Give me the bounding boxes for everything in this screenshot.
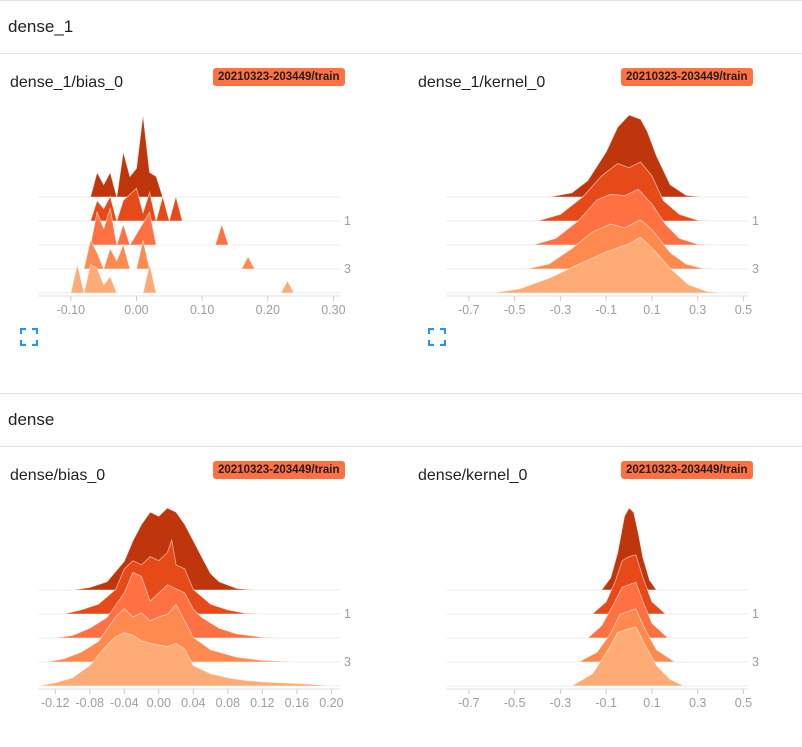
- histogram-area-step-1: [63, 538, 263, 615]
- histogram-area-step-4: [570, 626, 685, 687]
- x-tick-label: -0.3: [550, 696, 572, 709]
- x-tick-label: 0.00: [147, 696, 171, 709]
- step-tick-label: 1: [752, 607, 759, 621]
- x-tick-label: 0.16: [285, 696, 309, 709]
- section-title: dense: [8, 410, 55, 429]
- x-tick-label: -0.5: [504, 303, 526, 317]
- x-tick-label: -0.04: [110, 696, 139, 709]
- x-tick-label: 0.10: [190, 303, 214, 317]
- histogram-area-step-0: [72, 507, 254, 591]
- histogram-area-step-0: [600, 507, 658, 591]
- x-tick-label: 0.20: [319, 696, 343, 709]
- x-tick-label: -0.5: [504, 696, 526, 709]
- x-tick-label: -0.12: [41, 696, 70, 709]
- histogram-area-step-1: [89, 187, 183, 223]
- card-title: dense/kernel_0: [418, 467, 528, 484]
- x-tick-label: -0.1: [595, 303, 617, 317]
- x-tick-label: 0.3: [689, 303, 706, 317]
- step-tick-label: 3: [344, 655, 351, 669]
- x-tick-label: 0.12: [250, 696, 274, 709]
- section-header-dense-1[interactable]: dense_1: [0, 0, 802, 54]
- x-tick-label: 0.08: [216, 696, 240, 709]
- run-badge: 20210323-203449/train: [621, 461, 753, 479]
- histogram-card: dense_1/bias_0 20210323-203449/train 1 3 -…: [0, 54, 380, 354]
- x-tick-label: 0.3: [689, 696, 706, 709]
- run-badge: 20210323-203449/train: [213, 68, 345, 86]
- x-tick-label: 0.20: [256, 303, 280, 317]
- x-tick-label: 0.1: [643, 696, 660, 709]
- x-tick-label: 0.1: [643, 303, 660, 317]
- histogram-area-step-0: [548, 114, 703, 198]
- histogram-card: dense/kernel_0 20210323-203449/train 1 3 -…: [408, 447, 788, 747]
- histogram-area-step-4: [491, 236, 726, 294]
- histogram-card: dense_1/kernel_0 20210323-203449/train 1…: [408, 54, 788, 354]
- x-tick-label: 0.04: [181, 696, 205, 709]
- card-title: dense_1/kernel_0: [418, 74, 546, 91]
- fullscreen-icon[interactable]: [427, 327, 447, 347]
- card-title: dense/bias_0: [10, 467, 106, 484]
- run-badge: 20210323-203449/train: [621, 68, 753, 86]
- x-tick-label: -0.3: [550, 303, 572, 317]
- x-tick-label: -0.7: [458, 696, 480, 709]
- histogram-area-step-2: [532, 188, 717, 246]
- step-tick-label: 1: [752, 214, 759, 228]
- step-tick-label: 3: [344, 262, 351, 276]
- histogram-card: dense/bias_0 20210323-203449/train 1 3 -0.…: [0, 447, 380, 747]
- x-tick-label: 0.5: [735, 303, 752, 317]
- histogram-area-step-4: [37, 632, 332, 687]
- histogram-area-step-0: [89, 114, 170, 198]
- card-title: dense_1/bias_0: [10, 74, 123, 91]
- x-tick-label: -0.10: [57, 303, 86, 317]
- run-badge: 20210323-203449/train: [213, 461, 345, 479]
- x-tick-label: 0.00: [124, 303, 148, 317]
- step-tick-label: 1: [344, 214, 351, 228]
- section-title: dense_1: [8, 17, 74, 36]
- histogram-chart: 1 3 -0.12 -0.08 -0.04 0.00 0.04 0.08 0.12 0.16 0.2…: [37, 507, 351, 709]
- histogram-area-step-2: [586, 581, 669, 639]
- histogram-area-step-3: [526, 219, 721, 270]
- fullscreen-icon[interactable]: [19, 327, 39, 347]
- histogram-chart: 1 3 -0.7 -0.5 -0.3 -0.1 0.1 0.3 0.5: [446, 507, 759, 709]
- histogram-area-step-2: [55, 571, 280, 639]
- histogram-area-step-2: [90, 207, 229, 246]
- histogram-area-step-1: [537, 161, 712, 222]
- x-tick-label: -0.1: [595, 696, 617, 709]
- histogram-chart: 1 3 -0.10 0.00 0.10 0.20 0.30: [38, 114, 351, 317]
- x-tick-label: -0.7: [458, 303, 480, 317]
- x-tick-label: 0.5: [735, 696, 752, 709]
- x-tick-label: -0.08: [76, 696, 105, 709]
- step-tick-label: 1: [344, 607, 351, 621]
- step-tick-label: 3: [752, 655, 759, 669]
- step-tick-label: 3: [752, 262, 759, 276]
- histogram-area-step-4: [70, 263, 295, 294]
- histogram-area-step-3: [83, 239, 256, 271]
- section-header-dense[interactable]: dense: [0, 393, 802, 447]
- x-tick-label: 0.30: [321, 303, 345, 317]
- histogram-chart: 1 3 -0.7 -0.5 -0.3 -0.1 0.1 0.3 0.5: [446, 114, 759, 317]
